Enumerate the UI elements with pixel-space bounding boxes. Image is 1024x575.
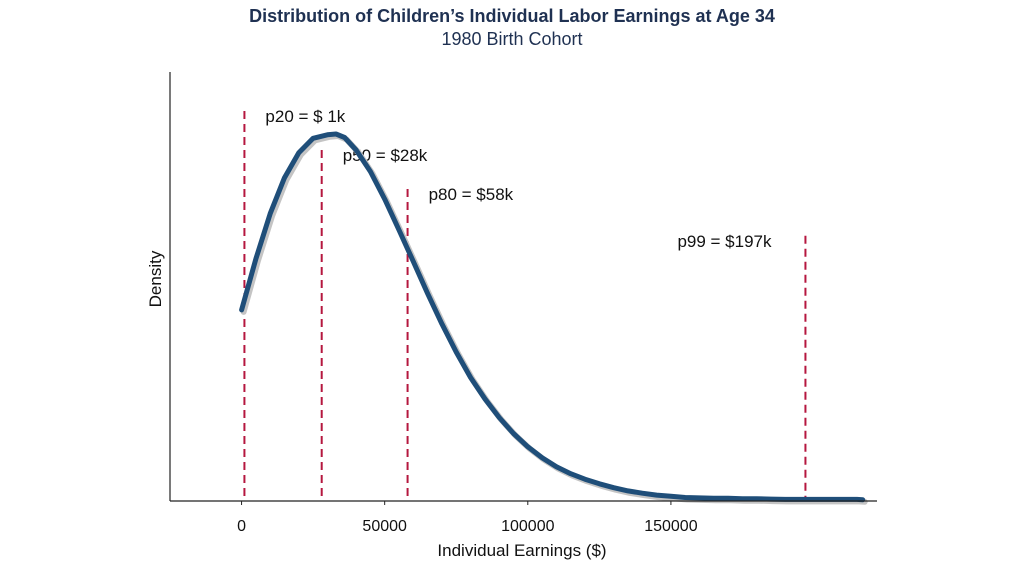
percentile-label-1: p20 = $ 1k — [265, 107, 345, 126]
density-curve-shadow — [240, 133, 868, 505]
density-curve — [239, 131, 866, 503]
x-tick-label-3: 100000 — [501, 518, 554, 535]
x-axis-label: Individual Earnings ($) — [437, 541, 606, 560]
x-tick-layer: 0 50000 100000 150000 — [237, 501, 698, 535]
chart-title: Distribution of Children’s Individual La… — [249, 6, 775, 26]
percentile-label-3: p80 = $58k — [429, 185, 514, 204]
x-tick-label-2: 50000 — [362, 518, 407, 535]
chart-subtitle: 1980 Birth Cohort — [441, 29, 583, 49]
percentile-label-4: p99 = $197k — [677, 232, 772, 251]
x-tick-label-1: 0 — [237, 518, 246, 535]
x-tick-label-4: 150000 — [644, 518, 697, 535]
y-axis-label: Density — [146, 250, 165, 307]
